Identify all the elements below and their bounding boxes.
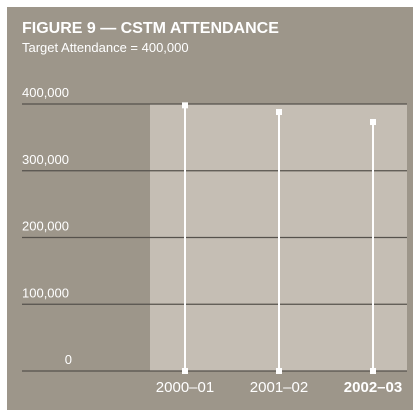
bar-top-marker (182, 102, 188, 109)
y-tick-label: 400,000 (22, 85, 69, 100)
x-tick-label: 2001–02 (250, 379, 308, 396)
y-tick-label: 300,000 (22, 152, 69, 167)
bar-top-marker (370, 119, 376, 126)
y-tick-label: 100,000 (22, 285, 69, 300)
bar (276, 109, 282, 374)
bar-base-marker (182, 368, 188, 374)
bar-base-marker (276, 368, 282, 374)
x-tick-label: 2002–03 (344, 379, 402, 396)
bar-top-marker (276, 109, 282, 116)
y-tick-label: 200,000 (22, 219, 69, 234)
bar-base-marker (370, 368, 376, 374)
chart-title: FIGURE 9 — CSTM ATTENDANCE (22, 20, 279, 37)
y-tick-label: 0 (65, 352, 72, 367)
bar (182, 102, 188, 374)
bar (370, 119, 376, 374)
x-tick-label: 2000–01 (156, 379, 214, 396)
chart-subtitle: Target Attendance = 400,000 (22, 40, 189, 55)
